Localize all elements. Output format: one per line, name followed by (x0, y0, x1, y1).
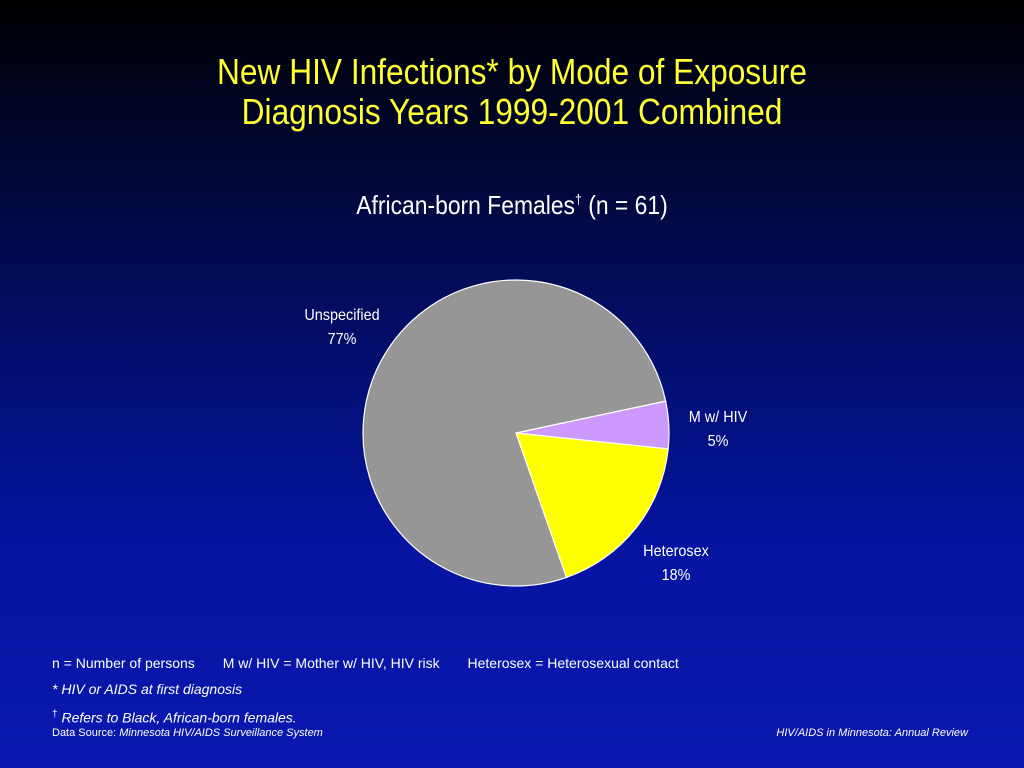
chart-title-dagger: † (575, 191, 582, 207)
slice-label-heterosex: Heterosex 18% (629, 540, 723, 588)
data-source-prefix: Data Source: (52, 727, 120, 739)
asterisk-note: * HIV or AIDS at first diagnosis (52, 681, 243, 697)
data-source: Data Source: Minnesota HIV/AIDS Surveill… (52, 727, 323, 739)
dagger-note-mark: † (52, 709, 58, 720)
pie-slice-unspecified (362, 279, 667, 587)
slide-title: New HIV Infections* by Mode of Exposure … (61, 52, 962, 132)
mhiv-definition: M w/ HIV = Mother w/ HIV, HIV risk (222, 655, 440, 671)
slide-title-line2: Diagnosis Years 1999-2001 Combined (241, 91, 783, 132)
dagger-note: † Refers to Black, African-born females. (52, 702, 703, 731)
annual-review-label: HIV/AIDS in Minnesota: Annual Review (776, 727, 968, 739)
slice-value-mhiv: 5% (707, 433, 729, 450)
slice-name-heterosex: Heterosex (643, 543, 709, 560)
chart-title-suffix: (n = 61) (581, 190, 668, 220)
chart-title-main: African-born Females (356, 190, 576, 220)
slice-label-mhiv: M w/ HIV 5% (673, 406, 763, 454)
slice-value-unspecified: 77% (327, 331, 357, 348)
chart-title: African-born Females† (n = 61) (61, 190, 962, 221)
footnotes: n = Number of persons M w/ HIV = Mother … (52, 650, 703, 731)
slide-title-line1: New HIV Infections* by Mode of Exposure (217, 51, 807, 92)
slice-name-unspecified: Unspecified (304, 307, 380, 324)
slice-name-mhiv: M w/ HIV (688, 409, 748, 426)
slice-label-unspecified: Unspecified 77% (288, 304, 396, 352)
heterosex-definition: Heterosex = Heterosexual contact (467, 655, 679, 671)
n-definition: n = Number of persons (52, 655, 195, 671)
dagger-note-text: Refers to Black, African-born females. (57, 709, 297, 726)
data-source-name: Minnesota HIV/AIDS Surveillance System (119, 727, 323, 739)
definitions-row: n = Number of persons M w/ HIV = Mother … (52, 650, 703, 676)
slice-value-heterosex: 18% (661, 567, 691, 584)
